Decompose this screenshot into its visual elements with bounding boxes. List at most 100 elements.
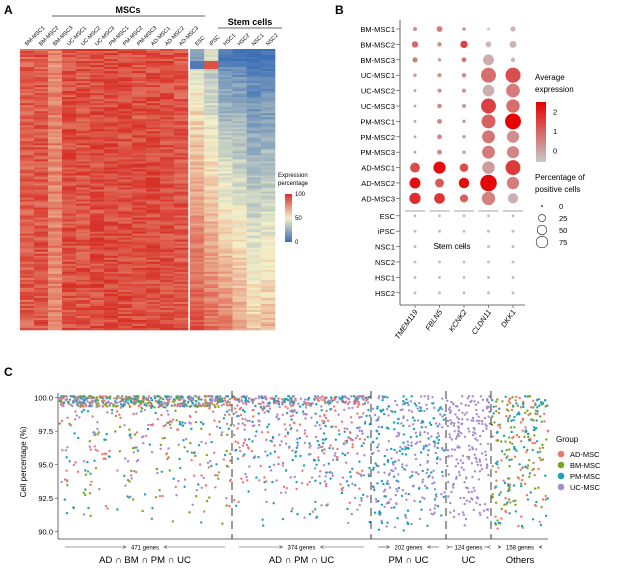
heatmap-cell: [204, 109, 219, 112]
scatter-point: [476, 463, 479, 466]
scatter-point: [448, 406, 452, 409]
heatmap-cell: [34, 271, 49, 275]
heatmap-cell: [174, 327, 189, 331]
scatter-point: [182, 439, 185, 442]
heatmap-cell: [160, 315, 175, 319]
scatter-point: [248, 419, 251, 423]
scatter-point: [396, 517, 399, 520]
heatmap-cell: [204, 71, 219, 74]
scatter-point: [147, 395, 151, 398]
heatmap-cell: [146, 123, 161, 126]
scatter-point: [290, 401, 293, 404]
heatmap-cell: [20, 175, 35, 178]
heatmap-cell: [62, 141, 77, 144]
scatter-point: [91, 415, 94, 418]
heatmap-cell: [174, 107, 189, 110]
heatmap-cell: [118, 317, 133, 321]
heatmap-cell: [146, 93, 161, 96]
heatmap-cell: [160, 51, 175, 54]
scatter-point: [513, 415, 516, 419]
scatter-point: [298, 436, 301, 440]
heatmap-cell: [146, 295, 161, 299]
scatter-point: [252, 408, 255, 412]
scatter-point: [424, 444, 428, 447]
heatmap-cell: [204, 313, 219, 317]
scatter-point: [66, 446, 69, 449]
heatmap-cell: [20, 67, 35, 70]
scatter-point: [352, 400, 356, 404]
scatter-point: [375, 437, 378, 440]
heatmap-cell: [34, 163, 49, 166]
heatmap-cell: [160, 237, 175, 240]
scatter-point: [268, 407, 272, 410]
scatter-point: [241, 422, 244, 425]
scatter-point: [65, 512, 69, 515]
scatter-point: [156, 471, 159, 475]
heatmap-cell: [174, 223, 189, 226]
heatmap-cell: [34, 315, 49, 319]
heatmap-cell: [246, 257, 262, 261]
heatmap-cell: [76, 271, 91, 275]
heatmap-cell: [76, 225, 91, 228]
scatter-point: [251, 424, 254, 427]
heatmap-cell: [20, 85, 35, 88]
scatter-point: [425, 471, 428, 475]
scatter-point: [541, 458, 545, 461]
heatmap-cell: [118, 55, 133, 58]
scatter-point: [468, 455, 471, 459]
heatmap-cell: [232, 69, 247, 72]
heatmap-cell: [34, 165, 49, 168]
heatmap-cell: [260, 165, 276, 168]
heatmap-cell: [160, 213, 175, 216]
heatmap-cell: [260, 189, 276, 192]
heatmap-cell: [20, 147, 35, 150]
heatmap-cell: [132, 135, 147, 138]
dotplot-row-label: NSC2: [375, 258, 395, 267]
scatter-point: [292, 395, 295, 398]
heatmap-cell: [20, 113, 35, 116]
scatter-point: [247, 490, 250, 493]
heatmap-cell: [118, 159, 133, 162]
heatmap-cell: [260, 125, 276, 128]
scatter-point: [440, 408, 444, 411]
scatter-point: [490, 423, 494, 426]
scatter-point: [228, 401, 231, 404]
heatmap-cell: [204, 209, 219, 212]
heatmap-cell: [118, 85, 133, 88]
heatmap-cell: [34, 93, 49, 96]
scatter-point: [82, 513, 86, 516]
heatmap-cell: [146, 191, 161, 194]
heatmap-cell: [20, 245, 35, 249]
heatmap-cell: [232, 233, 247, 236]
heatmap-cell: [48, 95, 63, 98]
heatmap-cell: [218, 277, 233, 281]
heatmap-cell: [160, 139, 175, 142]
heatmap-cell: [132, 129, 147, 132]
heatmap-cell: [232, 113, 247, 116]
scatter-point: [346, 427, 349, 431]
heatmap-cell: [160, 269, 175, 273]
heatmap-cell: [132, 161, 147, 164]
scatter-point: [269, 452, 272, 455]
scatter-point: [211, 397, 214, 400]
heatmap-cell: [118, 215, 133, 218]
heatmap-cell: [62, 269, 77, 273]
heatmap-cell: [246, 237, 262, 240]
scatter-point: [433, 488, 437, 491]
scatter-point: [426, 432, 429, 435]
heatmap-cell: [218, 241, 233, 244]
scatter-point: [491, 398, 494, 402]
heatmap-cell: [260, 207, 276, 210]
heatmap-cell: [132, 273, 147, 277]
heatmap-cell: [132, 327, 147, 331]
heatmap-cell: [104, 93, 119, 96]
heatmap-cell: [118, 113, 133, 116]
heatmap-cell: [160, 195, 175, 198]
heatmap-cell: [246, 229, 262, 232]
heatmap-cell: [218, 239, 233, 242]
heatmap-cell: [146, 175, 161, 178]
scatter-point: [535, 398, 539, 402]
scatter-point: [157, 401, 161, 404]
heatmap-cell: [218, 129, 233, 132]
heatmap-cell: [260, 181, 276, 184]
